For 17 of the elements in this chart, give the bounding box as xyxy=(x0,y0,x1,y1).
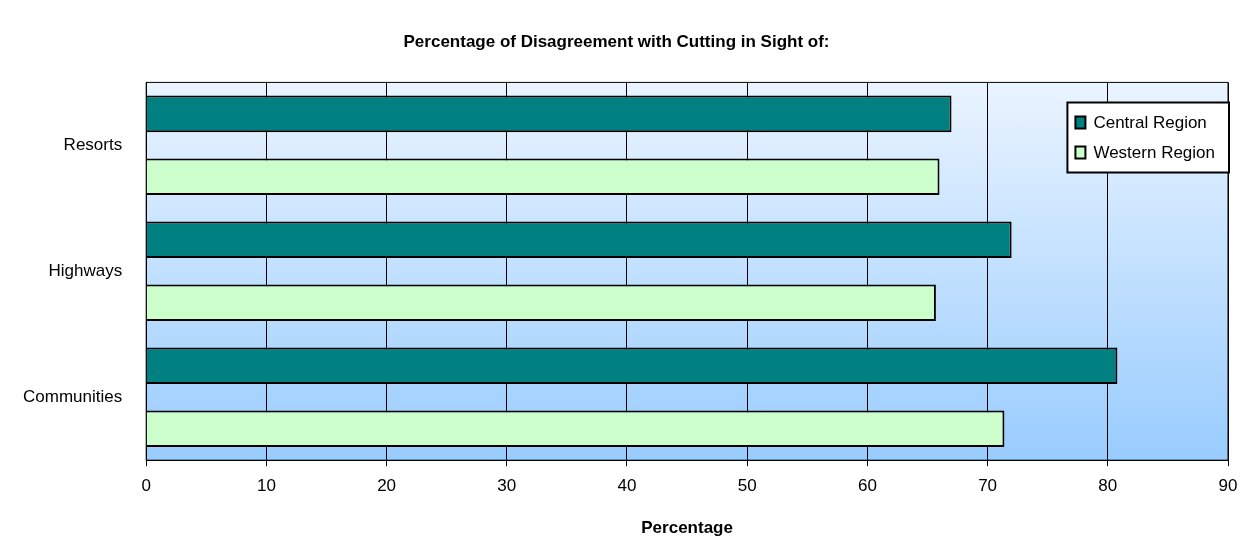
x-tick-label: 10 xyxy=(256,476,276,496)
x-tick-label: 50 xyxy=(737,476,757,496)
x-tick-label: 90 xyxy=(1218,476,1238,496)
legend-label: Western Region xyxy=(1093,143,1216,163)
y-tick-label: Highways xyxy=(48,260,123,280)
x-tick-label: 30 xyxy=(497,476,517,496)
x-axis-title: Percentage xyxy=(641,518,733,538)
x-tick-label: 80 xyxy=(1098,476,1118,496)
y-tick-label: Resorts xyxy=(63,135,123,155)
x-tick-label: 20 xyxy=(377,476,397,496)
x-tick-label: 60 xyxy=(857,476,877,496)
chart-title: Percentage of Disagreement with Cutting in Sight of: xyxy=(403,31,830,51)
x-tick-label: 0 xyxy=(141,476,151,496)
x-tick-label: 70 xyxy=(978,476,998,496)
y-tick-label: Communities xyxy=(22,386,123,406)
legend-label: Central Region xyxy=(1093,113,1207,133)
x-tick-label: 40 xyxy=(617,476,637,496)
